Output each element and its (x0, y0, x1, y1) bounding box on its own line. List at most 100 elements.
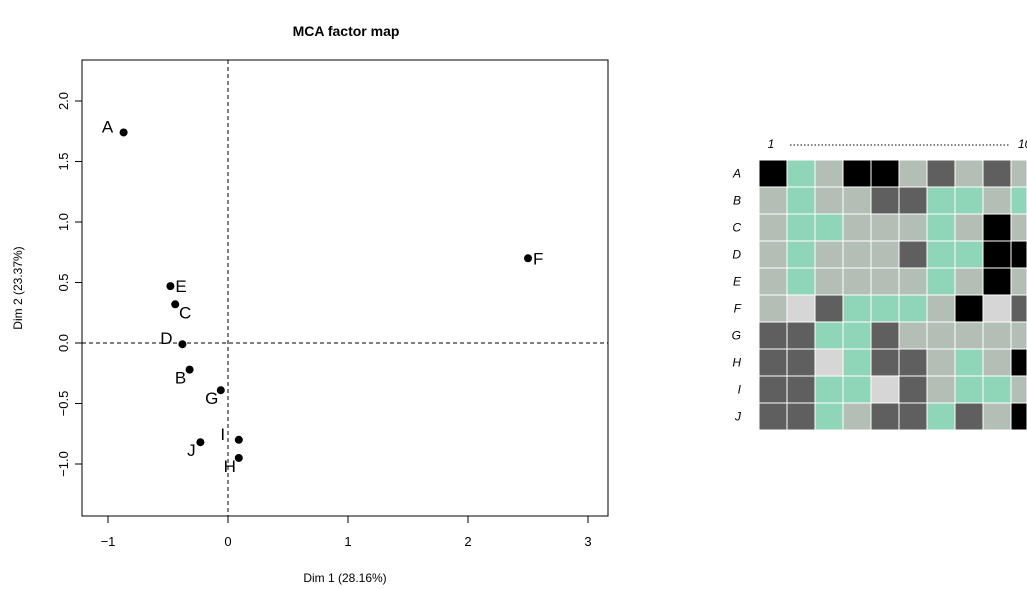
heatmap-cell-c-6 (899, 214, 927, 241)
point-d (178, 340, 186, 348)
heatmap-cell-i-4 (843, 376, 871, 403)
heatmap-cell-b-2 (787, 187, 815, 214)
heatmap-cell-c-2 (787, 214, 815, 241)
heatmap-cell-d-6 (899, 241, 927, 268)
heatmap-cell-j-3 (815, 403, 843, 430)
heatmap-cell-e-6 (899, 268, 927, 295)
x-tick-label: −1 (101, 534, 116, 549)
heatmap-cell-d-2 (787, 241, 815, 268)
x-tick-label: 0 (224, 534, 231, 549)
heatmap-cell-j-2 (787, 403, 815, 430)
point-label-f: F (533, 249, 543, 268)
heatmap-cell-j-6 (899, 403, 927, 430)
heatmap-row-label-h: H (732, 356, 741, 370)
heatmap-row-label-c: C (732, 221, 741, 235)
heatmap-cell-g-3 (815, 322, 843, 349)
heatmap-cell-h-1 (759, 349, 787, 376)
y-tick-label: −1.0 (56, 451, 71, 477)
heatmap-cell-j-8 (955, 403, 983, 430)
heatmap-cell-i-9 (983, 376, 1011, 403)
heatmap-cell-i-3 (815, 376, 843, 403)
heatmap-cell-b-10 (1011, 187, 1027, 214)
heatmap-cell-j-4 (843, 403, 871, 430)
heatmap-cell-j-1 (759, 403, 787, 430)
heatmap-cell-c-9 (983, 214, 1011, 241)
heatmap-row-label-d: D (732, 248, 741, 262)
heatmap-cell-d-9 (983, 241, 1011, 268)
heatmap-cell-a-6 (899, 160, 927, 187)
x-tick-label: 3 (584, 534, 591, 549)
heatmap-cell-f-3 (815, 295, 843, 322)
heatmap-cell-g-10 (1011, 322, 1027, 349)
x-axis-label: Dim 1 (28.16%) (303, 571, 386, 585)
heatmap-row-label-a: A (732, 167, 741, 181)
heatmap-cell-c-1 (759, 214, 787, 241)
x-axis: −1 0 1 2 3 (101, 516, 592, 549)
point-label-e: E (175, 277, 186, 296)
factor-map-title: MCA factor map (293, 23, 400, 39)
heatmap-cell-a-10 (1011, 160, 1027, 187)
heatmap-cell-f-8 (955, 295, 983, 322)
point-c (171, 300, 179, 308)
factor-map: MCA factor map −1 0 1 2 3 −1.0 −0.5 0.0 0.5 1.0 1… (11, 23, 608, 585)
heatmap-cell-h-3 (815, 349, 843, 376)
heatmap-cell-j-10 (1011, 403, 1027, 430)
heatmap-cell-b-7 (927, 187, 955, 214)
point-label-g: G (205, 389, 218, 408)
heatmap-row-label-g: G (732, 329, 741, 343)
heatmap-cell-h-5 (871, 349, 899, 376)
point-h (235, 454, 243, 462)
heatmap-row-label-j: J (734, 410, 742, 424)
heatmap-cell-f-9 (983, 295, 1011, 322)
y-axis-label: Dim 2 (23.37%) (11, 246, 25, 329)
y-tick-label: 1.5 (56, 152, 71, 170)
category-heatmap: 1 10 ABCDEFGHIJ (732, 137, 1027, 430)
heatmap-cell-c-5 (871, 214, 899, 241)
heatmap-cells (759, 160, 1027, 430)
heatmap-cell-g-6 (899, 322, 927, 349)
heatmap-cell-i-1 (759, 376, 787, 403)
heatmap-cell-f-1 (759, 295, 787, 322)
heatmap-cell-f-4 (843, 295, 871, 322)
heatmap-cell-g-1 (759, 322, 787, 349)
heatmap-cell-e-5 (871, 268, 899, 295)
point-j (196, 438, 204, 446)
heatmap-cell-d-5 (871, 241, 899, 268)
heatmap-cell-d-10 (1011, 241, 1027, 268)
y-tick-label: −0.5 (56, 391, 71, 417)
point-e (166, 282, 174, 290)
heatmap-cell-d-4 (843, 241, 871, 268)
column-end-label: 10 (1018, 137, 1027, 151)
heatmap-cell-g-5 (871, 322, 899, 349)
point-b (186, 366, 194, 374)
heatmap-cell-a-3 (815, 160, 843, 187)
heatmap-cell-c-10 (1011, 214, 1027, 241)
heatmap-row-label-e: E (733, 275, 742, 289)
heatmap-cell-g-9 (983, 322, 1011, 349)
heatmap-cell-f-10 (1011, 295, 1027, 322)
x-tick-label: 1 (344, 534, 351, 549)
heatmap-row-label-b: B (733, 194, 741, 208)
heatmap-cell-e-9 (983, 268, 1011, 295)
heatmap-cell-g-7 (927, 322, 955, 349)
heatmap-row-label-f: F (734, 302, 742, 316)
heatmap-cell-e-7 (927, 268, 955, 295)
heatmap-cell-a-9 (983, 160, 1011, 187)
heatmap-cell-d-7 (927, 241, 955, 268)
heatmap-cell-f-6 (899, 295, 927, 322)
heatmap-cell-c-8 (955, 214, 983, 241)
heatmap-cell-i-2 (787, 376, 815, 403)
heatmap-cell-c-7 (927, 214, 955, 241)
heatmap-cell-e-10 (1011, 268, 1027, 295)
heatmap-cell-h-8 (955, 349, 983, 376)
heatmap-cell-a-5 (871, 160, 899, 187)
y-axis: −1.0 −0.5 0.0 0.5 1.0 1.5 2.0 (56, 92, 82, 477)
heatmap-cell-b-1 (759, 187, 787, 214)
y-tick-label: 0.0 (56, 334, 71, 352)
heatmap-cell-i-6 (899, 376, 927, 403)
heatmap-cell-e-2 (787, 268, 815, 295)
y-tick-label: 0.5 (56, 273, 71, 291)
heatmap-cell-d-3 (815, 241, 843, 268)
point-label-c: C (179, 303, 191, 322)
